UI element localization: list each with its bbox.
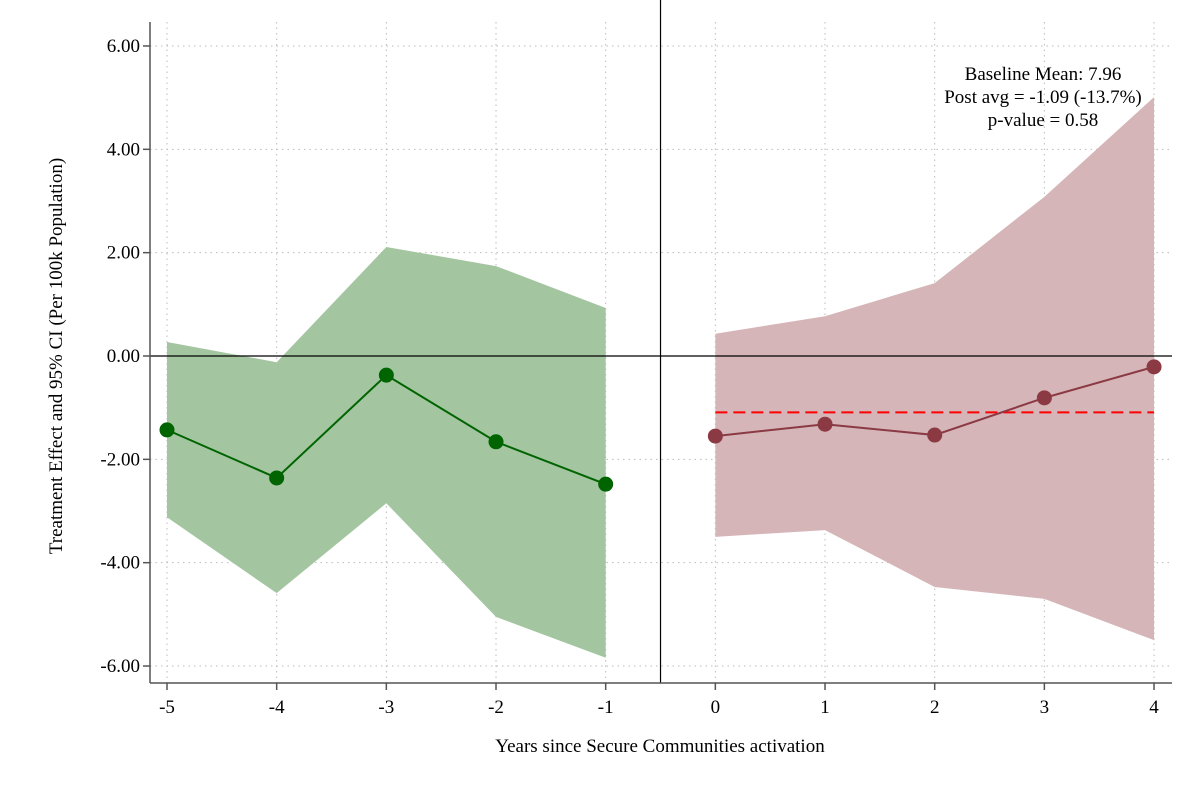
annotation-baseline-mean: Baseline Mean: 7.96 <box>965 64 1122 85</box>
x-tick-label: -2 <box>488 697 504 718</box>
annotation-post-avg: Post avg = -1.09 (-13.7%) <box>944 87 1142 108</box>
ci-bands <box>167 97 1155 658</box>
data-point-post <box>1036 390 1052 406</box>
x-tick-label: 4 <box>1149 697 1159 718</box>
data-point-pre <box>269 470 285 486</box>
reference-lines <box>150 0 1172 683</box>
y-tick-label: 4.00 <box>107 139 140 160</box>
x-tick-label: -1 <box>598 697 614 718</box>
y-tick-label: 0.00 <box>107 346 140 367</box>
y-tick-label: -2.00 <box>100 449 140 470</box>
data-point-post <box>707 428 723 444</box>
x-tick-label: 0 <box>711 697 721 718</box>
x-tick-label: 2 <box>930 697 940 718</box>
y-axis-label: Treatment Effect and 95% CI (Per 100k Po… <box>46 158 67 554</box>
annotation-p-value: p-value = 0.58 <box>988 110 1098 131</box>
x-axis-label: Years since Secure Communities activatio… <box>495 736 825 757</box>
axes: 6.00 4.00 2.00 0.00 -2.00 -4.00 -6.00 -5 -4 -3 -2 -… <box>100 22 1172 718</box>
x-tick-label: -4 <box>269 697 285 718</box>
series <box>159 359 1162 492</box>
data-point-post <box>927 427 943 443</box>
x-tick-label: 3 <box>1040 697 1050 718</box>
data-point-post <box>1146 359 1162 375</box>
data-point-pre <box>159 422 175 438</box>
x-tick-label: -3 <box>378 697 394 718</box>
data-point-pre <box>488 434 504 450</box>
x-tick-label: -5 <box>159 697 175 718</box>
y-tick-label: -4.00 <box>100 553 140 574</box>
y-tick-label: 6.00 <box>107 36 140 57</box>
ci-band-post <box>715 97 1155 641</box>
data-point-post <box>817 416 833 432</box>
annotation-box: Baseline Mean: 7.96 Post avg = -1.09 (-1… <box>944 64 1142 131</box>
x-tick-label: 1 <box>820 697 830 718</box>
data-point-pre <box>378 367 394 383</box>
y-tick-label: 2.00 <box>107 243 140 264</box>
ci-band-pre <box>167 246 606 658</box>
data-point-pre <box>598 476 614 492</box>
y-tick-label: -6.00 <box>100 656 140 677</box>
